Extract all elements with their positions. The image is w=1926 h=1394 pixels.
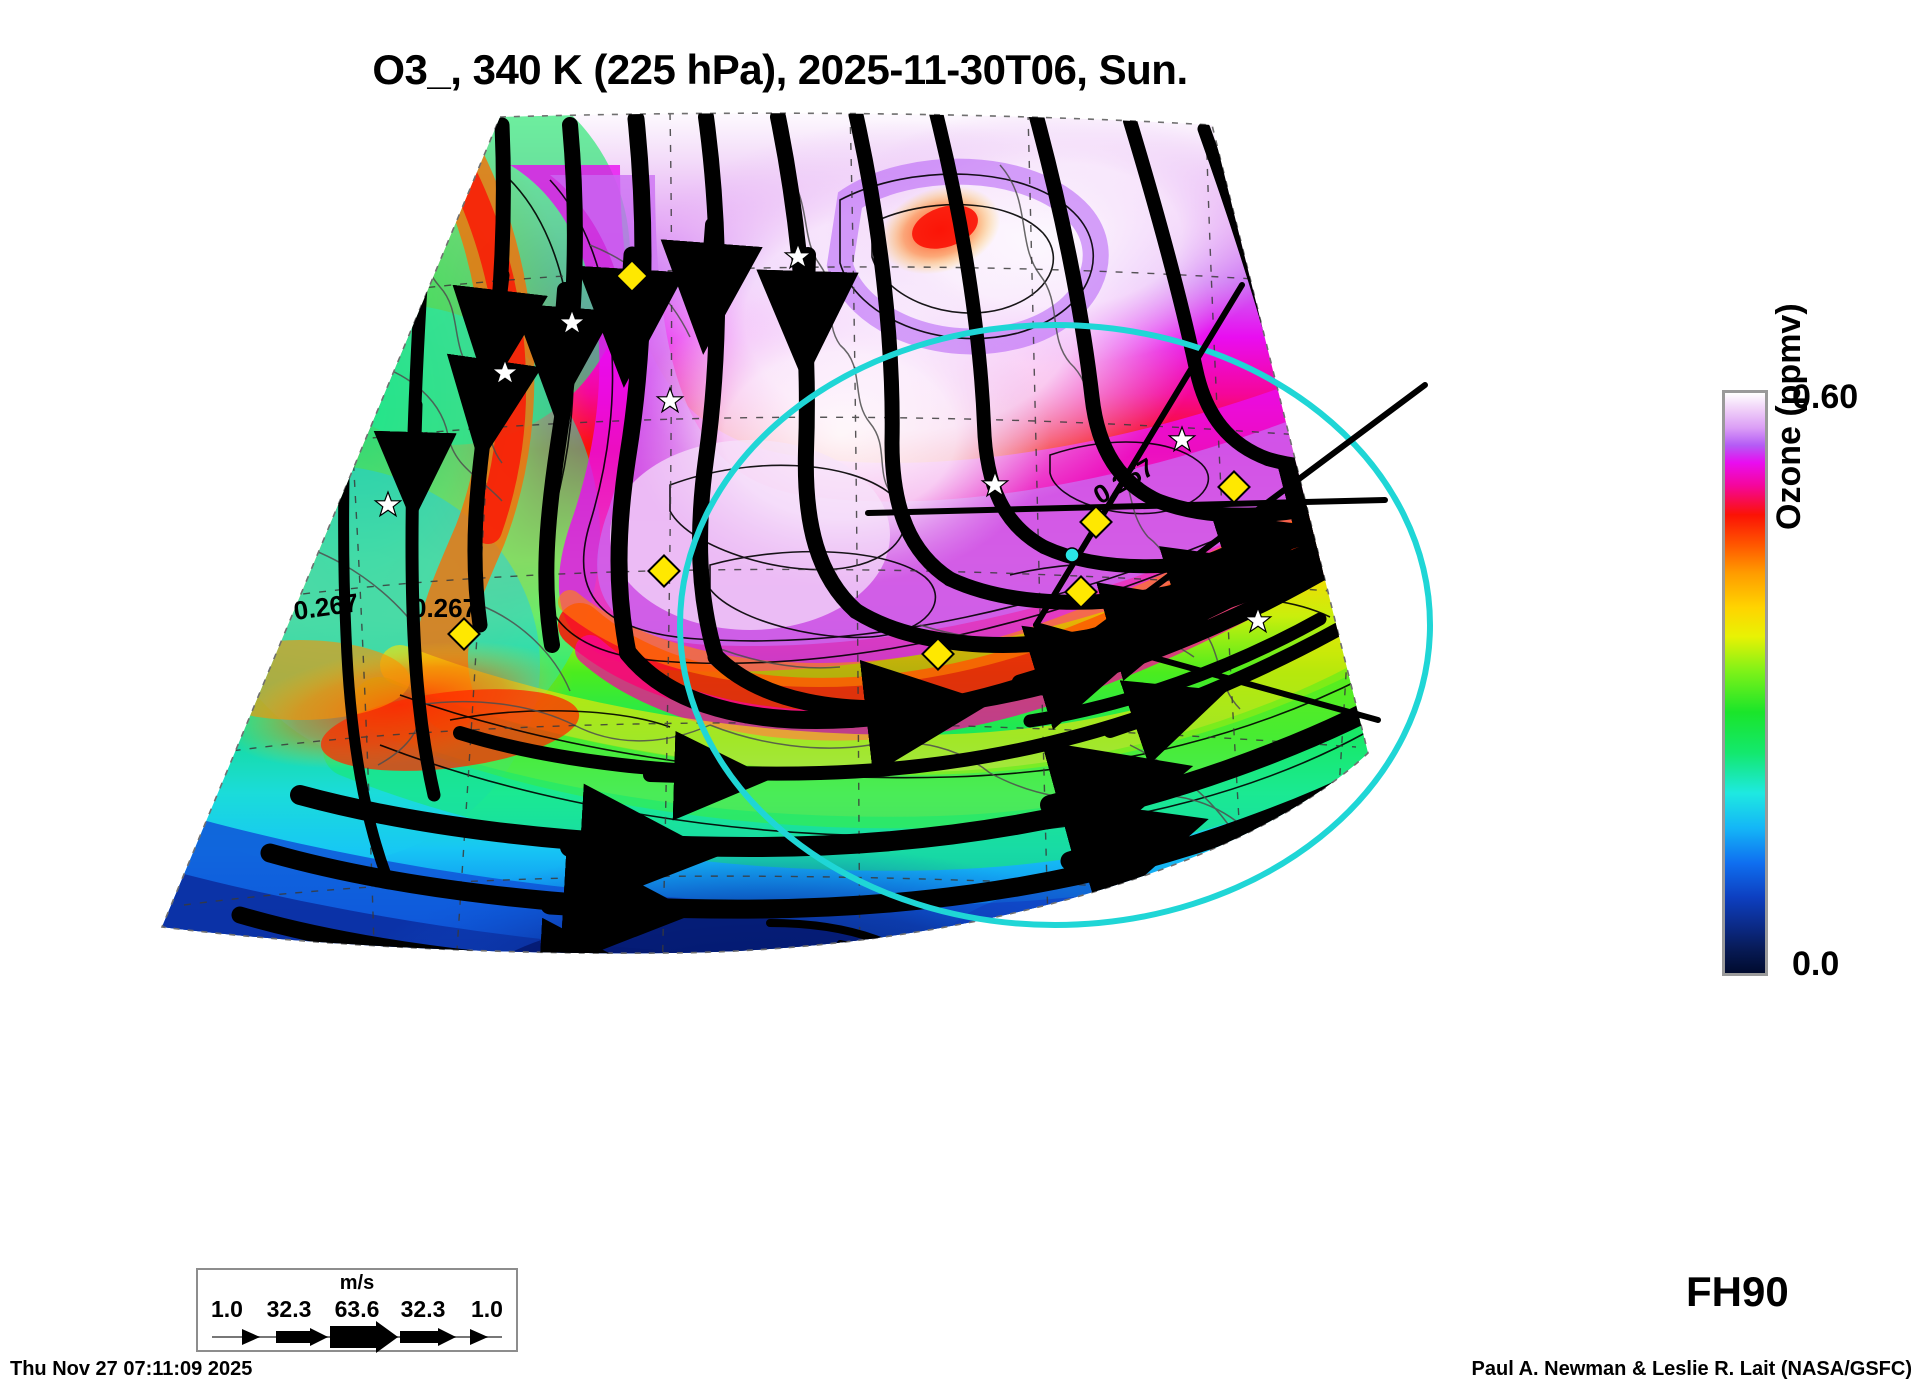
colorbar-min-label: 0.0 [1792, 945, 1840, 983]
ozone-colorbar[interactable] [1722, 390, 1768, 976]
wind-value-4: 32.3 [400, 1296, 446, 1322]
wind-value-1: 1.0 [211, 1296, 243, 1322]
contour-label-central: 0.267 [412, 593, 477, 623]
range-ring[interactable] [677, 322, 1433, 928]
generation-timestamp: Thu Nov 27 07:11:09 2025 [10, 1358, 253, 1380]
colorbar-axis-label: Ozone (ppmv) [1770, 303, 1808, 530]
station-dot[interactable] [1064, 547, 1080, 563]
colorbar-max-label: 0.60 [1792, 378, 1859, 416]
wind-unit-label: m/s [339, 1272, 375, 1294]
wind-speed-legend: m/s 1.0 32.3 63.6 32.3 1.0 [196, 1268, 518, 1353]
wind-value-2: 32.3 [266, 1296, 312, 1322]
author-credit: Paul A. Newman & Leslie R. Lait (NASA/GS… [1471, 1358, 1912, 1380]
page-title: O3_, 340 K (225 hPa), 2025-11-30T06, Sun… [372, 46, 1188, 93]
site-markers[interactable] [373, 242, 1273, 634]
wind-value-3: 63.6 [334, 1296, 380, 1322]
wind-value-5: 1.0 [471, 1296, 503, 1322]
flight-tracks[interactable] [865, 282, 1428, 723]
waypoint-markers[interactable] [447, 259, 1251, 671]
wind-arrow-scale [212, 1321, 502, 1353]
forecast-hour-tag: FH90 [1686, 1268, 1789, 1315]
ozone-map[interactable]: 0.267 0.267 0.267 [150, 105, 1450, 1035]
map-canvas[interactable]: 0.267 0.267 0.267 [150, 105, 1450, 1035]
